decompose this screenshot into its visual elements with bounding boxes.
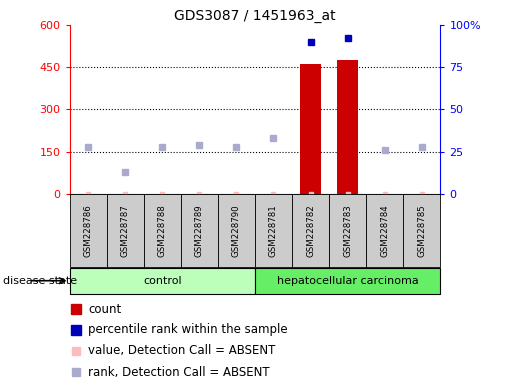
Bar xyxy=(70,194,107,267)
Text: percentile rank within the sample: percentile rank within the sample xyxy=(88,323,288,336)
Bar xyxy=(144,194,181,267)
Bar xyxy=(366,194,403,267)
Bar xyxy=(255,194,292,267)
Text: GSM228788: GSM228788 xyxy=(158,204,167,257)
Text: GSM228790: GSM228790 xyxy=(232,204,241,257)
Bar xyxy=(70,268,255,294)
Bar xyxy=(329,194,366,267)
Bar xyxy=(292,194,329,267)
Text: GSM228787: GSM228787 xyxy=(121,204,130,257)
Text: value, Detection Call = ABSENT: value, Detection Call = ABSENT xyxy=(88,344,276,357)
Text: disease state: disease state xyxy=(3,276,77,286)
Bar xyxy=(255,268,440,294)
Text: GSM228781: GSM228781 xyxy=(269,204,278,257)
Bar xyxy=(337,60,358,194)
Text: count: count xyxy=(88,303,122,316)
Text: hepatocellular carcinoma: hepatocellular carcinoma xyxy=(277,276,419,286)
Title: GDS3087 / 1451963_at: GDS3087 / 1451963_at xyxy=(174,8,336,23)
Text: GSM228785: GSM228785 xyxy=(417,204,426,257)
Text: GSM228783: GSM228783 xyxy=(343,204,352,257)
Bar xyxy=(403,194,440,267)
Bar xyxy=(218,194,255,267)
Bar xyxy=(181,194,218,267)
Bar xyxy=(300,65,321,194)
Text: GSM228789: GSM228789 xyxy=(195,204,204,257)
Text: GSM228784: GSM228784 xyxy=(380,204,389,257)
Text: rank, Detection Call = ABSENT: rank, Detection Call = ABSENT xyxy=(88,366,270,379)
Text: GSM228782: GSM228782 xyxy=(306,204,315,257)
Text: GSM228786: GSM228786 xyxy=(83,204,93,257)
Bar xyxy=(107,194,144,267)
Text: control: control xyxy=(143,276,181,286)
